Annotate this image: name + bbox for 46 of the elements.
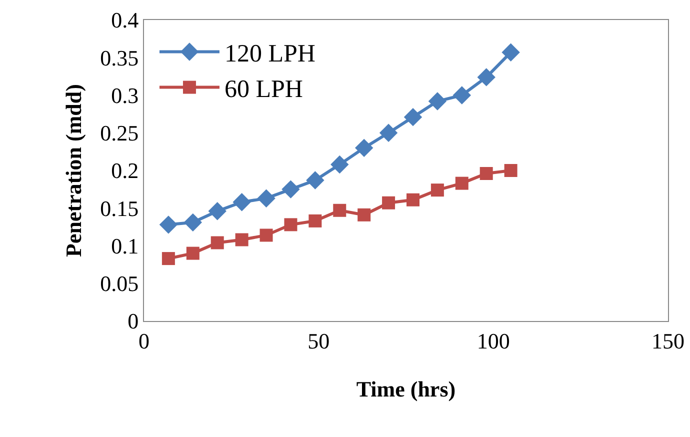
- x-tick-label: 100: [476, 328, 510, 354]
- point: [184, 213, 202, 232]
- y-tick-label: 0.35: [100, 45, 139, 70]
- legend-label: 60 LPH: [224, 76, 303, 104]
- y-tick-label: 0.1: [111, 233, 139, 258]
- point: [282, 180, 300, 198]
- point: [210, 236, 224, 250]
- point: [306, 171, 324, 190]
- y-tick-label: 0.4: [111, 8, 139, 33]
- point: [284, 218, 298, 232]
- point: [452, 86, 471, 104]
- legend-label: 120 LPH: [224, 40, 316, 68]
- y-tick-label: 0.2: [111, 158, 139, 184]
- point: [404, 108, 422, 126]
- point: [308, 214, 322, 228]
- point: [333, 204, 346, 217]
- point: [455, 176, 468, 190]
- y-tick-label: 0.05: [100, 271, 139, 296]
- point: [358, 208, 371, 222]
- point: [406, 193, 420, 206]
- point: [186, 246, 200, 260]
- x-axis-title: Time (hrs): [356, 376, 456, 402]
- point: [379, 124, 398, 142]
- x-tick-label: 50: [308, 328, 330, 354]
- y-tick-label: 0.25: [100, 120, 139, 146]
- point: [480, 167, 493, 180]
- point: [428, 92, 447, 110]
- x-tick-label: 150: [652, 328, 684, 354]
- point: [208, 202, 226, 220]
- point: [477, 68, 496, 86]
- point: [382, 196, 396, 210]
- y-tick-label: 0.3: [111, 82, 139, 108]
- y-axis-title: Penetration (mdd): [60, 84, 86, 257]
- point: [504, 164, 518, 177]
- point: [354, 138, 374, 158]
- y-tick-label: 0.15: [100, 196, 139, 221]
- point: [235, 233, 248, 246]
- point: [430, 184, 444, 197]
- point: [260, 228, 273, 242]
- point: [159, 216, 178, 234]
- y-tick-label: 0: [128, 308, 139, 334]
- point: [162, 252, 175, 266]
- point: [502, 43, 520, 62]
- point: [330, 155, 349, 174]
- point: [232, 193, 251, 212]
- point: [257, 189, 276, 208]
